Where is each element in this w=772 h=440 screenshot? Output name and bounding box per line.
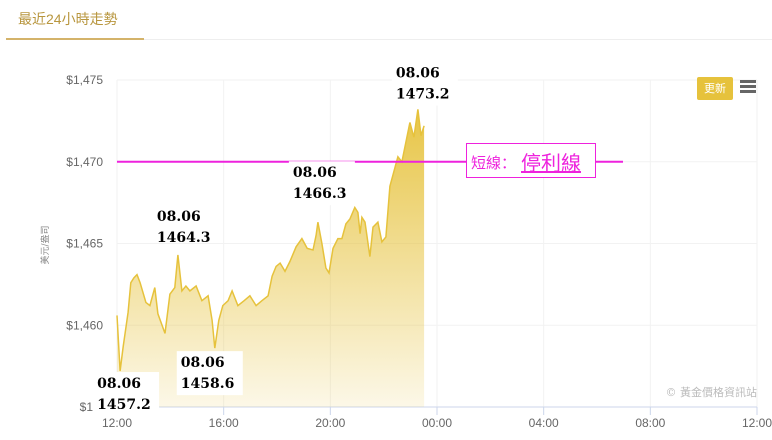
stop-profit-label: 短線： 停利線 <box>466 143 596 178</box>
annotation-date: 08.06 <box>97 376 141 392</box>
x-tick-label: 12:00 <box>742 416 772 430</box>
stop-label-main: 停利線 <box>521 151 581 175</box>
annotation-bg <box>391 61 458 106</box>
stop-label-prefix: 短線： <box>471 154 517 172</box>
y-tick-label: $1,470 <box>66 155 103 169</box>
tab-label: 最近24小時走勢 <box>18 11 118 27</box>
x-tick-label: 12:00 <box>102 416 132 430</box>
price-area <box>117 109 425 408</box>
annotation-value: 1458.6 <box>181 376 235 392</box>
tab-24h-trend[interactable]: 最近24小時走勢 <box>6 0 144 40</box>
tab-divider <box>144 39 772 40</box>
x-tick-label: 16:00 <box>209 416 239 430</box>
annotation-value: 1473.2 <box>396 86 450 102</box>
annotation-value: 1466.3 <box>293 186 347 202</box>
refresh-button[interactable]: 更新 <box>697 77 733 100</box>
annotation-bg <box>176 351 243 396</box>
annotation-value: 1457.2 <box>97 397 151 413</box>
annotation-date: 08.06 <box>157 209 201 225</box>
annotation-date: 08.06 <box>181 355 225 371</box>
y-tick-label: $1,465 <box>66 237 103 251</box>
y-axis-label: 美元/盎司 <box>39 225 51 264</box>
annotation-value: 1464.3 <box>157 230 211 246</box>
annotation-date: 08.06 <box>293 165 337 181</box>
hamburger-menu-icon[interactable] <box>740 80 756 96</box>
annotation-bg <box>93 372 160 417</box>
x-tick-label: 20:00 <box>315 416 345 430</box>
x-tick-label: 04:00 <box>529 416 559 430</box>
y-tick-label: $1,475 <box>66 73 103 87</box>
watermark: © 黃金價格資訊站 <box>666 385 758 399</box>
price-line <box>116 109 425 372</box>
annotation-bg <box>288 161 355 206</box>
x-tick-label: 08:00 <box>635 416 665 430</box>
x-tick-label: 00:00 <box>422 416 452 430</box>
annotation-date: 08.06 <box>396 65 440 81</box>
y-tick-label: $1,460 <box>66 318 103 332</box>
